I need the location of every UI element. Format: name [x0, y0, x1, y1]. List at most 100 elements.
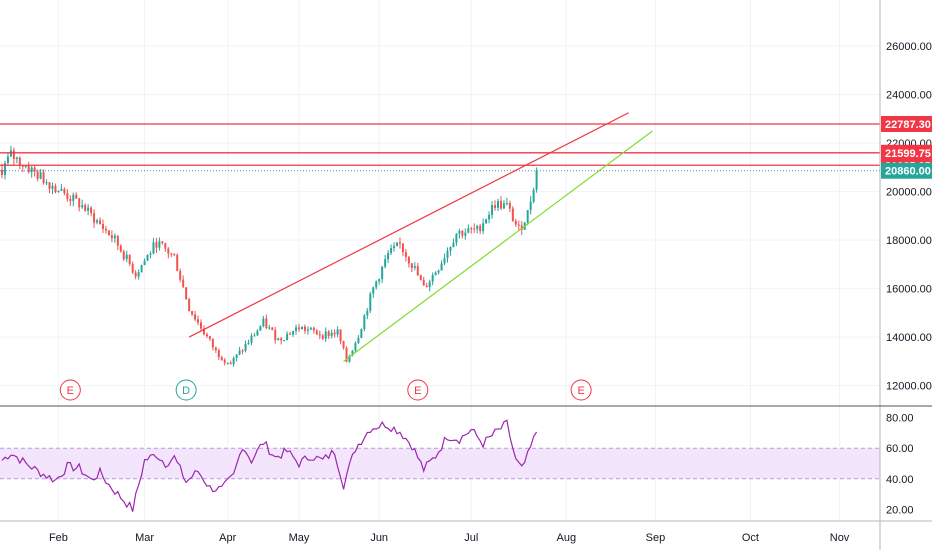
candle-body — [51, 185, 54, 189]
candle — [532, 187, 535, 204]
candle-body — [345, 347, 348, 362]
event-marker[interactable]: E — [59, 379, 81, 401]
candle-body — [185, 287, 188, 300]
trendline[interactable] — [343, 130, 653, 362]
candle — [60, 183, 63, 191]
event-circle[interactable] — [175, 379, 197, 401]
candle-body — [66, 193, 69, 199]
candle-body — [250, 335, 253, 343]
event-marker[interactable]: E — [407, 379, 429, 401]
candle-body — [277, 338, 280, 341]
candle-body — [12, 150, 15, 160]
candle — [1, 163, 3, 179]
candle-body — [36, 171, 39, 179]
price-tick-label: 12000.00 — [886, 381, 932, 393]
candle — [152, 237, 155, 255]
candle — [107, 230, 110, 236]
candle-body — [342, 341, 345, 348]
candle — [99, 217, 102, 225]
candle-body — [321, 335, 324, 339]
candle-body — [494, 205, 497, 208]
price-tick-label: 18000.00 — [886, 235, 932, 247]
candle-body — [398, 242, 401, 244]
candle-body — [461, 230, 464, 236]
candle — [199, 319, 202, 331]
candle — [366, 308, 369, 320]
candle-body — [446, 250, 449, 259]
candle — [422, 276, 425, 286]
candle-body — [330, 332, 333, 337]
candle — [336, 326, 339, 338]
candle — [437, 269, 440, 275]
event-circle[interactable] — [59, 379, 81, 401]
candle — [226, 362, 229, 365]
drawings[interactable] — [0, 112, 880, 362]
candle — [390, 244, 393, 256]
candle — [348, 354, 351, 363]
candle — [122, 249, 125, 261]
candle-body — [381, 266, 384, 280]
candle — [419, 274, 422, 281]
candle-body — [351, 350, 354, 356]
candle — [21, 165, 24, 173]
candle — [425, 282, 428, 288]
candle-body — [164, 243, 167, 249]
candle-body — [502, 203, 505, 209]
trendline[interactable] — [188, 112, 629, 338]
event-circle[interactable] — [407, 379, 429, 401]
candle-body — [384, 259, 387, 267]
candle-body — [378, 279, 381, 282]
candle-body — [253, 335, 256, 337]
candle — [232, 356, 235, 367]
rsi-tick-label: 60.00 — [886, 443, 914, 455]
event-circle[interactable] — [570, 379, 592, 401]
candle-body — [9, 150, 12, 157]
candle — [298, 323, 300, 332]
candle — [333, 329, 336, 338]
candle — [354, 341, 357, 353]
candle-body — [298, 327, 300, 330]
candle-body — [188, 299, 191, 312]
candle — [461, 229, 464, 239]
candle-body — [202, 328, 205, 335]
candle — [286, 331, 289, 341]
rsi-tick-label: 20.00 — [886, 504, 914, 516]
candle-body — [428, 281, 431, 288]
candle — [431, 272, 434, 286]
candle-body — [514, 220, 517, 225]
candle-body — [220, 357, 223, 360]
level-badge-bg — [881, 144, 932, 161]
candle-body — [143, 260, 146, 266]
candle — [292, 330, 295, 337]
candle — [505, 197, 508, 206]
candle — [24, 165, 27, 169]
candle — [309, 326, 312, 331]
price-tick-label: 24000.00 — [886, 90, 932, 102]
candle — [164, 242, 167, 252]
rsi-tick-label: 40.00 — [886, 474, 914, 486]
candle — [318, 330, 321, 340]
candle — [259, 325, 262, 331]
candle — [508, 200, 511, 213]
candle — [280, 337, 283, 345]
candle — [485, 218, 488, 225]
candle-body — [354, 343, 357, 351]
event-marker[interactable]: D — [175, 379, 197, 401]
event-marker[interactable]: E — [570, 379, 592, 401]
x-tick-label: Feb — [49, 532, 68, 544]
candle — [12, 147, 15, 166]
candle — [363, 314, 366, 332]
candle-body — [128, 254, 131, 264]
candle-body — [467, 228, 470, 233]
candle-body — [182, 279, 185, 288]
candle — [277, 338, 280, 341]
candle-body — [425, 285, 428, 288]
candle-body — [137, 272, 140, 277]
candle-body — [407, 256, 410, 264]
candle-body — [45, 182, 48, 184]
candle — [378, 278, 381, 285]
rsi-tick-label: 80.00 — [886, 413, 914, 425]
candle-body — [235, 354, 238, 358]
